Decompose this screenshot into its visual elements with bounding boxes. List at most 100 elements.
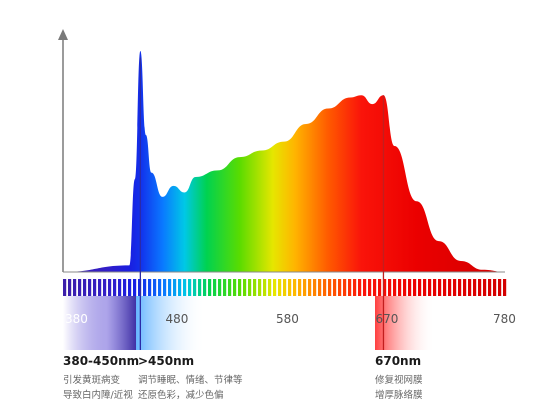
color-bar-segment bbox=[323, 279, 327, 296]
color-bar-segment bbox=[78, 279, 82, 296]
x-tick-label-580: 580 bbox=[276, 312, 299, 326]
color-bar-segment bbox=[138, 279, 142, 296]
spectrum-area bbox=[63, 51, 505, 272]
annotation-visible: >450nm 调节睡眠、情绪、节律等 还原色彩，减少色偏 bbox=[138, 354, 243, 403]
color-bar-segment bbox=[248, 279, 252, 296]
annotation-uv-line-1: 引发黄斑病变 bbox=[63, 375, 121, 386]
color-bar-segment bbox=[428, 279, 432, 296]
wavelength-markers bbox=[139, 57, 385, 350]
color-bar-segment bbox=[503, 279, 507, 296]
annotation-visible-line-2: 还原色彩，减少色偏 bbox=[138, 390, 224, 401]
color-bar-segment bbox=[398, 279, 402, 296]
annotation-uv: 380-450nm 引发黄斑病变 导致白内障/近视 bbox=[63, 354, 139, 403]
color-bar-segment bbox=[68, 279, 72, 296]
color-bar-segment bbox=[108, 279, 112, 296]
color-bar-segment bbox=[403, 279, 407, 296]
color-bar-segment bbox=[328, 279, 332, 296]
color-bar-segment bbox=[273, 279, 277, 296]
annotation-red-line-2: 增厚脉络膜 bbox=[375, 390, 423, 401]
color-bar-segment bbox=[458, 279, 462, 296]
color-bar-segment bbox=[423, 279, 427, 296]
annotation-red-range: 670nm bbox=[375, 354, 422, 368]
color-bar-segment bbox=[308, 279, 312, 296]
annotation-visible-line-1: 调节睡眠、情绪、节律等 bbox=[138, 375, 243, 386]
color-bar-segment bbox=[113, 279, 117, 296]
color-bar-segment bbox=[263, 279, 267, 296]
color-bar-segment bbox=[148, 279, 152, 296]
color-bar-segment bbox=[88, 279, 92, 296]
color-bar-segment bbox=[288, 279, 292, 296]
color-bar-segment bbox=[103, 279, 107, 296]
color-bar-segment bbox=[303, 279, 307, 296]
color-bar-segment bbox=[368, 279, 372, 296]
color-bar-segment bbox=[83, 279, 87, 296]
color-bar-segment bbox=[433, 279, 437, 296]
color-bar-segment bbox=[213, 279, 217, 296]
color-bar-segment bbox=[343, 279, 347, 296]
color-bar-segment bbox=[408, 279, 412, 296]
color-bar-segment bbox=[338, 279, 342, 296]
color-bar-segment bbox=[283, 279, 287, 296]
color-bar-segment bbox=[163, 279, 167, 296]
annotation-red: 670nm 修复视网膜 增厚脉络膜 bbox=[375, 354, 423, 403]
color-bar-segment bbox=[128, 279, 132, 296]
color-bar-segment bbox=[73, 279, 77, 296]
color-bar-segment bbox=[358, 279, 362, 296]
color-bar-segment bbox=[143, 279, 147, 296]
color-bar-segment bbox=[478, 279, 482, 296]
color-bar-segment bbox=[373, 279, 377, 296]
color-bar-segment bbox=[233, 279, 237, 296]
color-bar-segment bbox=[243, 279, 247, 296]
color-bar-segment bbox=[468, 279, 472, 296]
annotation-uv-line-2: 导致白内障/近视 bbox=[63, 390, 133, 401]
color-bar-segment bbox=[473, 279, 477, 296]
x-tick-label-670: 670 bbox=[375, 312, 398, 326]
color-bar-segment bbox=[178, 279, 182, 296]
color-bar-segment bbox=[418, 279, 422, 296]
color-bar-segment bbox=[98, 279, 102, 296]
color-bar-segment bbox=[298, 279, 302, 296]
color-bar-segment bbox=[223, 279, 227, 296]
y-axis-arrow-icon bbox=[58, 29, 68, 40]
color-bar-segment bbox=[238, 279, 242, 296]
color-bar-segment bbox=[183, 279, 187, 296]
color-bar-segment bbox=[353, 279, 357, 296]
color-bar-segment bbox=[483, 279, 487, 296]
color-bar-segment bbox=[313, 279, 317, 296]
color-bar-segment bbox=[318, 279, 322, 296]
color-bar-segment bbox=[133, 279, 137, 296]
color-bar-segment bbox=[203, 279, 207, 296]
color-bar-segment bbox=[193, 279, 197, 296]
x-tick-label-480: 480 bbox=[166, 312, 189, 326]
x-tick-labels: 380 480 580 670 780 bbox=[65, 312, 516, 326]
color-bar-segment bbox=[153, 279, 157, 296]
color-bar-segment bbox=[383, 279, 387, 296]
color-bar-segment bbox=[448, 279, 452, 296]
blue-glow-region bbox=[136, 296, 206, 350]
color-bar-segment bbox=[443, 279, 447, 296]
color-bar-segment bbox=[218, 279, 222, 296]
color-bar-segment bbox=[438, 279, 442, 296]
color-bar-segment bbox=[363, 279, 367, 296]
color-bar-segment bbox=[348, 279, 352, 296]
annotation-uv-range: 380-450nm bbox=[63, 354, 140, 368]
color-bar-segment bbox=[63, 279, 67, 296]
red-glow-region bbox=[375, 296, 435, 350]
color-bar-segment bbox=[93, 279, 97, 296]
wavelength-color-bar bbox=[63, 279, 507, 296]
color-bar-segment bbox=[413, 279, 417, 296]
color-bar-segment bbox=[173, 279, 177, 296]
x-tick-label-780: 780 bbox=[493, 312, 516, 326]
color-bar-segment bbox=[158, 279, 162, 296]
color-bar-segment bbox=[498, 279, 502, 296]
annotation-red-line-1: 修复视网膜 bbox=[375, 375, 423, 386]
color-bar-segment bbox=[493, 279, 497, 296]
color-bar-segment bbox=[268, 279, 272, 296]
x-tick-label-380: 380 bbox=[65, 312, 88, 326]
color-bar-segment bbox=[228, 279, 232, 296]
color-bar-segment bbox=[378, 279, 382, 296]
color-bar-segment bbox=[293, 279, 297, 296]
color-bar-segment bbox=[258, 279, 262, 296]
